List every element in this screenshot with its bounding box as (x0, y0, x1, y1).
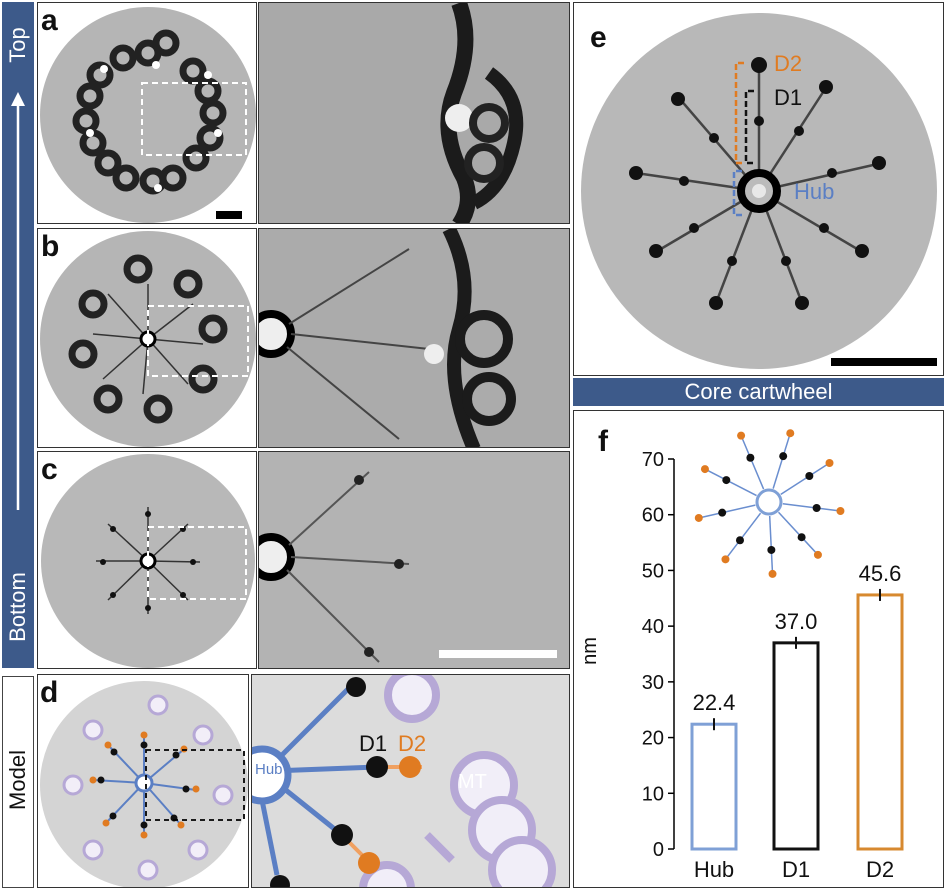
panel-c-overview (37, 451, 257, 669)
inset-spoke (724, 512, 762, 560)
panel-b-letter: b (41, 230, 60, 263)
panel-f-chart: 0 10 20 30 40 50 60 70 nm 22.4 Hub 37.0 D1 45.6 D2 f (573, 410, 944, 888)
inset-d1-dot (767, 545, 776, 554)
orientation-bar: Top Bottom (2, 2, 34, 668)
x-tick-label: D1 (782, 857, 810, 882)
panel-d-letter: d (40, 676, 59, 709)
y-tick-label: 50 (642, 560, 664, 582)
inset-hub (755, 488, 783, 516)
bar-d2 (856, 593, 904, 851)
y-tick-label: 0 (653, 839, 664, 861)
panel-d-zoom: Hub D1 D2 MT (251, 674, 570, 888)
y-tick-label: 60 (642, 505, 664, 527)
panel-d-overview (37, 674, 249, 888)
core-cartwheel-label: Core cartwheel (684, 379, 833, 404)
inset-d1-dot (779, 452, 788, 461)
panel-e-d2-label: D2 (774, 51, 803, 76)
inset-d2-dot (700, 465, 709, 474)
x-tick-label: D2 (866, 857, 894, 882)
bar-hub (690, 722, 738, 851)
bar-d1 (772, 641, 820, 851)
bar-chart: 0 10 20 30 40 50 60 70 nm 22.4 Hub 37.0 D1 45.6 D2 (579, 429, 904, 882)
panel-f-letter: f (598, 425, 608, 458)
panel-d-d1-label: D1 (359, 731, 388, 756)
inset-spoke (777, 511, 819, 556)
model-label: Model (5, 750, 30, 810)
y-axis-label: nm (579, 637, 601, 665)
inset-d2-dot (813, 550, 822, 559)
arrow-up-icon (11, 92, 25, 510)
panel-e-hub-label: Hub (794, 179, 835, 204)
inset-spoke (782, 503, 841, 512)
inset-d2-dot (694, 513, 703, 522)
panel-d-mt-label: MT (458, 771, 487, 793)
panel-b-overview (37, 228, 257, 448)
inset-d1-dot (812, 504, 821, 513)
panel-e-image: e D2 D1 Hub (573, 2, 944, 376)
inset-d1-dot (797, 533, 806, 542)
bar-value-label: 22.4 (693, 690, 736, 715)
bottom-label: Bottom (5, 572, 30, 642)
inset-d2-dot (825, 458, 834, 467)
inset-spoke (698, 504, 756, 519)
inset-spoke (740, 435, 765, 490)
bar-value-label: 37.0 (775, 609, 818, 634)
inset-d2-dot (768, 569, 777, 578)
panel-a-zoom (258, 2, 570, 224)
inset-spoke (768, 515, 774, 574)
panel-a-letter: a (41, 4, 58, 37)
panel-e-d1-label: D1 (774, 85, 803, 110)
inset-d1-dot (746, 453, 755, 462)
inset-d2-dot (786, 429, 795, 438)
inset-d1-dot (718, 508, 727, 517)
core-cartwheel-caption: Core cartwheel (573, 378, 944, 406)
inset-d1-dot (805, 471, 814, 480)
inset-spoke (704, 468, 757, 497)
inset-spoke (772, 432, 791, 489)
panel-d-hub-label: Hub (255, 761, 283, 778)
top-label: Top (5, 27, 30, 63)
model-label-box: Model (2, 676, 34, 888)
inset-d2-dot (737, 431, 746, 440)
y-tick-label: 40 (642, 616, 664, 638)
y-tick-label: 70 (642, 449, 664, 471)
y-tick-label: 30 (642, 672, 664, 694)
panel-b-zoom (258, 228, 570, 448)
panel-a-overview (37, 2, 257, 224)
inset-d2-dot (836, 507, 845, 516)
x-tick-label: Hub (694, 857, 734, 882)
panel-c-zoom (258, 451, 570, 669)
panel-d-d2-label: D2 (398, 731, 427, 756)
panel-c-letter: c (41, 453, 58, 486)
panel-e-letter: e (590, 21, 607, 54)
inset-d1-dot (722, 476, 731, 485)
inset-spoke (780, 462, 830, 496)
inset-d2-dot (721, 555, 730, 564)
bar-value-label: 45.6 (859, 561, 902, 586)
y-tick-label: 20 (642, 728, 664, 750)
inset-d1-dot (735, 536, 744, 545)
y-tick-label: 10 (642, 783, 664, 805)
